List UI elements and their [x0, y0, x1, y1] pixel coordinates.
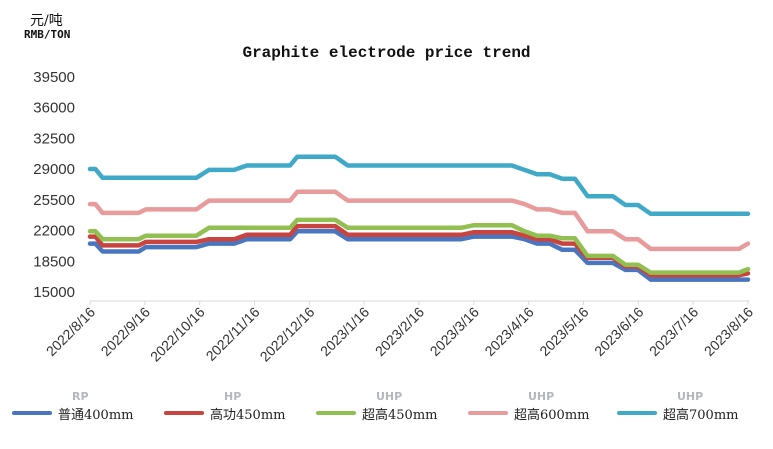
- series-line-4: [87, 189, 751, 252]
- x-tick-label: 2022/9/16: [98, 304, 154, 360]
- y-tick-label: 18500: [33, 253, 75, 270]
- y-tick-label: 29000: [33, 161, 75, 178]
- unit-label-en: RMB/TON: [24, 28, 71, 41]
- series-line-3: [87, 217, 751, 275]
- legend-label: 超高700mm: [663, 408, 739, 423]
- legend-swatch: [164, 411, 204, 415]
- y-tick-label: 22000: [33, 223, 75, 240]
- legend-label: 高功450mm: [210, 408, 286, 423]
- x-tick-label: 2023/7/16: [646, 304, 702, 360]
- x-tick-label: 2022/8/16: [43, 304, 99, 360]
- legend-swatch: [316, 411, 356, 415]
- x-tick-label: 2023/2/16: [372, 304, 428, 360]
- y-tick-label: 32500: [33, 130, 75, 147]
- legend-swatch: [468, 411, 508, 415]
- y-tick-label: 15000: [33, 284, 75, 301]
- legend-swatch: [617, 411, 657, 415]
- x-tick-label: 2023/8/16: [701, 304, 757, 360]
- x-tick-label: 2022/12/16: [257, 304, 318, 365]
- legend-code: HP: [224, 390, 242, 403]
- x-tick-label: 2022/10/16: [147, 304, 208, 365]
- series-line-1: [87, 229, 751, 282]
- legend-code: UHP: [376, 390, 403, 403]
- legend-code: RP: [72, 390, 89, 403]
- legend-code: UHP: [677, 390, 704, 403]
- unit-label-cn: 元/吨: [30, 13, 63, 29]
- series-line-5: [87, 154, 751, 217]
- legend-label: 普通400mm: [58, 408, 134, 423]
- legend-code: UHP: [528, 390, 555, 403]
- x-tick-label: 2023/3/16: [427, 304, 483, 360]
- legend-label: 超高450mm: [362, 408, 438, 423]
- x-tick-label: 2023/1/16: [317, 304, 373, 360]
- x-tick-label: 2023/4/16: [481, 304, 537, 360]
- x-tick-label: 2022/11/16: [202, 304, 262, 364]
- legend-swatch: [12, 411, 52, 415]
- x-tick-label: 2023/5/16: [536, 304, 592, 360]
- legend-label: 超高600mm: [514, 408, 590, 423]
- y-tick-label: 39500: [33, 69, 75, 86]
- x-tick-label: 2023/6/16: [591, 304, 647, 360]
- chart-title: Graphite electrode price trend: [242, 44, 531, 62]
- y-tick-label: 25500: [33, 192, 75, 209]
- y-tick-label: 36000: [33, 100, 75, 117]
